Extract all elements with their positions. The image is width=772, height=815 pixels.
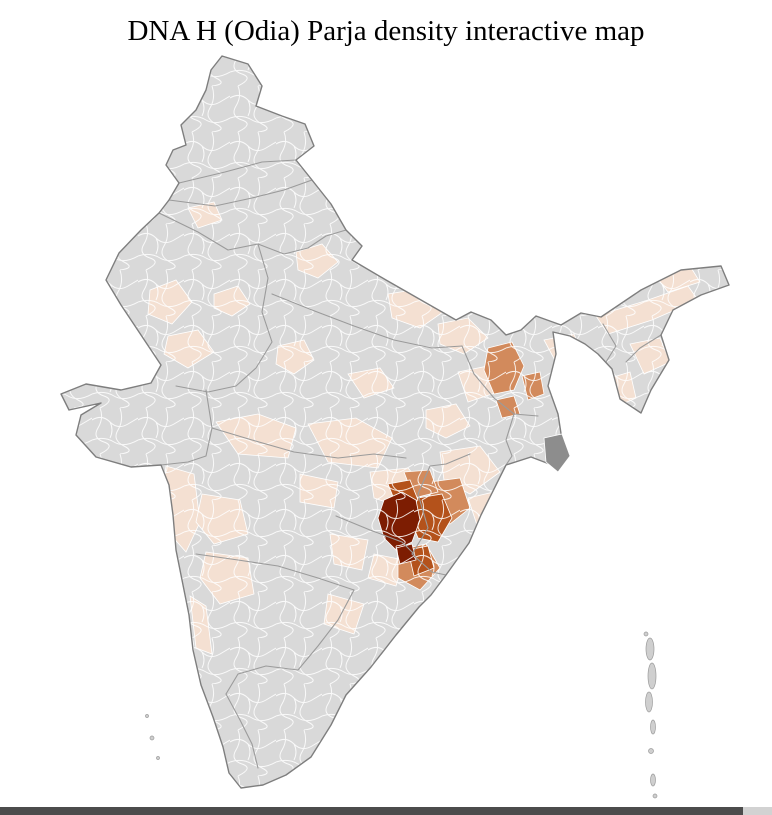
page-title: DNA H (Odia) Parja density interactive m… — [127, 15, 645, 47]
district-borders-mesh — [61, 56, 729, 788]
delta-region[interactable] — [543, 433, 571, 473]
state-borders — [158, 159, 662, 769]
india-map-svg[interactable] — [0, 52, 772, 802]
lakshadweep-islands[interactable] — [145, 714, 160, 760]
andaman-nicobar-islands[interactable] — [643, 631, 658, 799]
scrollbar-thumb[interactable] — [0, 807, 743, 815]
horizontal-scrollbar[interactable] — [0, 807, 772, 815]
map-container[interactable] — [0, 52, 772, 802]
